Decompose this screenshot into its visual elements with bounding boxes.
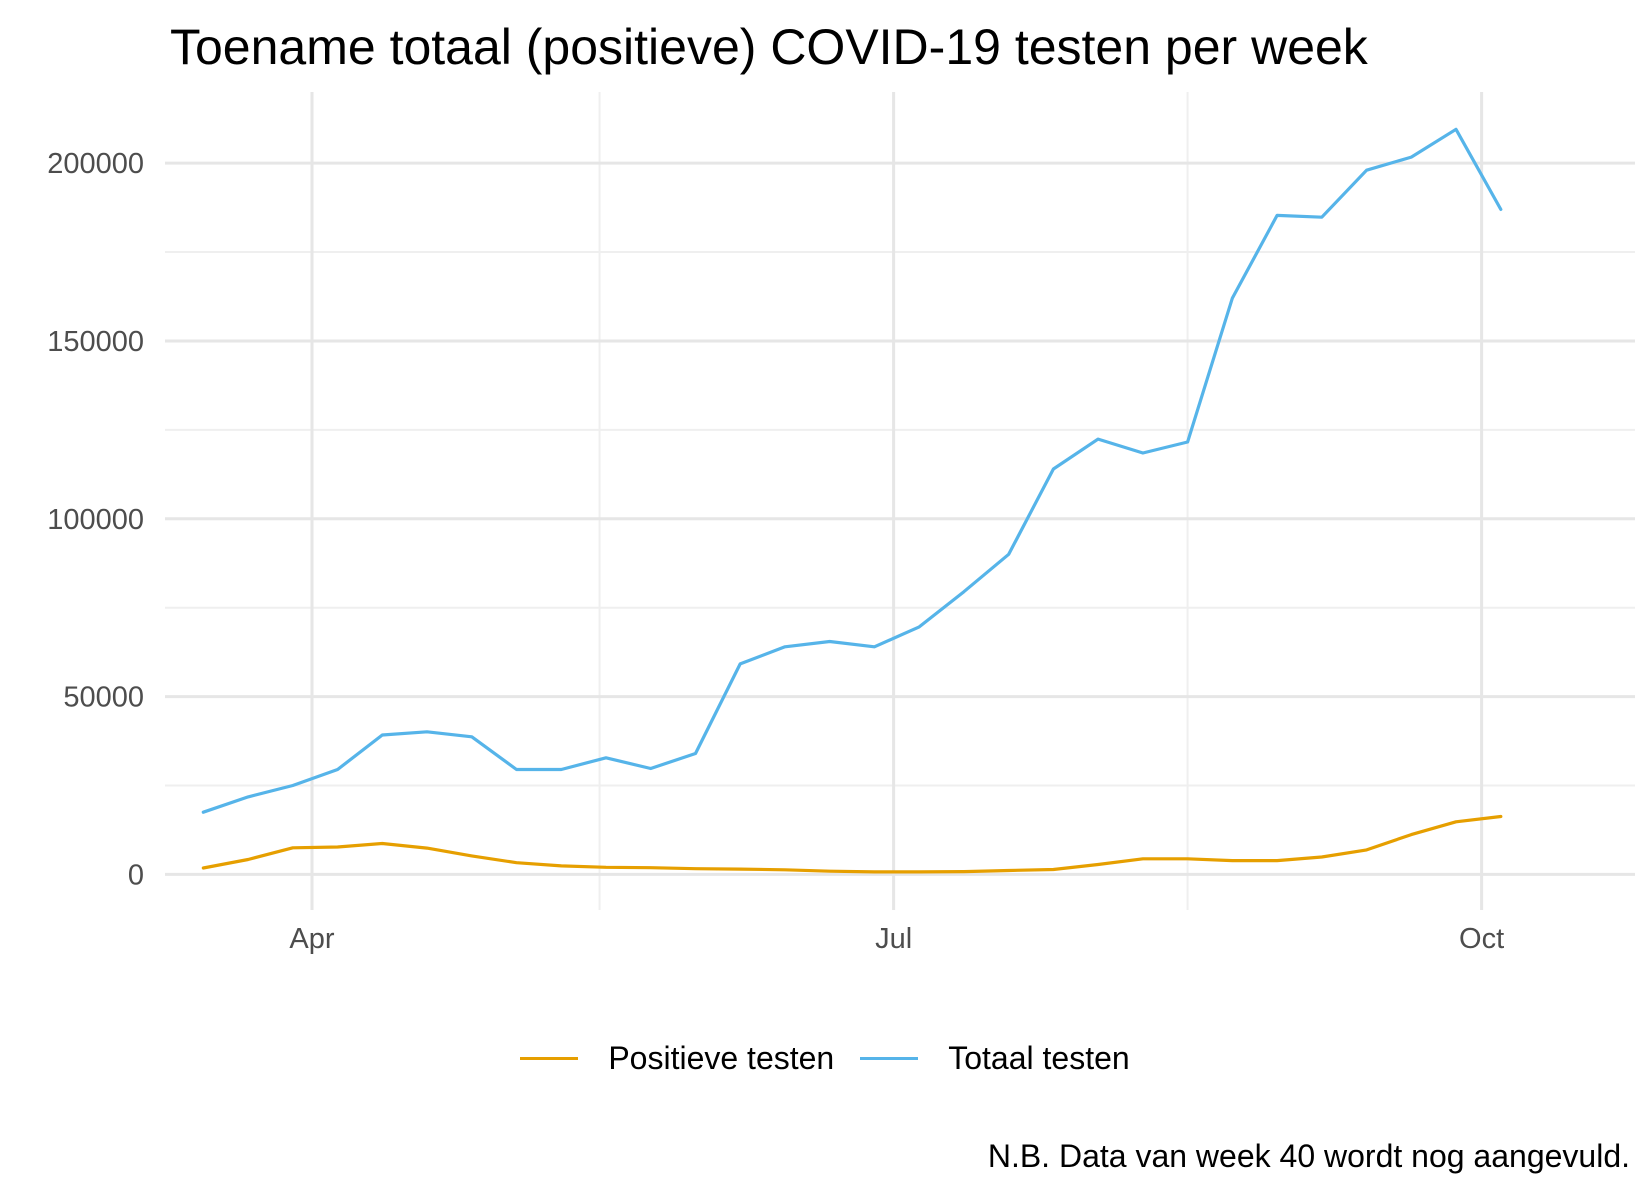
legend-item-totaal-testen: Totaal testen [860, 1040, 1130, 1077]
x-tick-label-oct: Oct [1459, 923, 1504, 955]
legend: Positieve testen Totaal testen [0, 1040, 1650, 1077]
y-axis-tick-labels: 0 50000 100000 150000 200000 [47, 148, 144, 891]
y-tick-label: 100000 [47, 504, 144, 536]
series-line-positieve-testen [201, 814, 1503, 874]
chart-caption: N.B. Data van week 40 wordt nog aangevul… [987, 1138, 1630, 1174]
y-tick-label: 200000 [47, 148, 144, 180]
legend-label-totaal-testen: Totaal testen [948, 1040, 1130, 1076]
x-tick-label-apr: Apr [289, 923, 334, 955]
legend-key-positieve-testen [520, 1057, 579, 1060]
series-line-totaal-testen [201, 127, 1503, 814]
y-tick-label: 0 [128, 859, 144, 891]
y-tick-label: 50000 [63, 682, 144, 714]
x-tick-label-jul: Jul [875, 923, 912, 955]
legend-label-positieve-testen: Positieve testen [608, 1040, 835, 1076]
grid [165, 92, 1635, 910]
legend-item-positieve-testen: Positieve testen [520, 1040, 834, 1077]
x-axis-tick-labels: Apr Jul Oct [289, 923, 1504, 955]
y-tick-label: 150000 [47, 326, 144, 358]
series-lines [201, 127, 1503, 874]
legend-key-totaal-testen [860, 1057, 919, 1060]
chart-title: Toename totaal (positieve) COVID-19 test… [170, 19, 1368, 75]
